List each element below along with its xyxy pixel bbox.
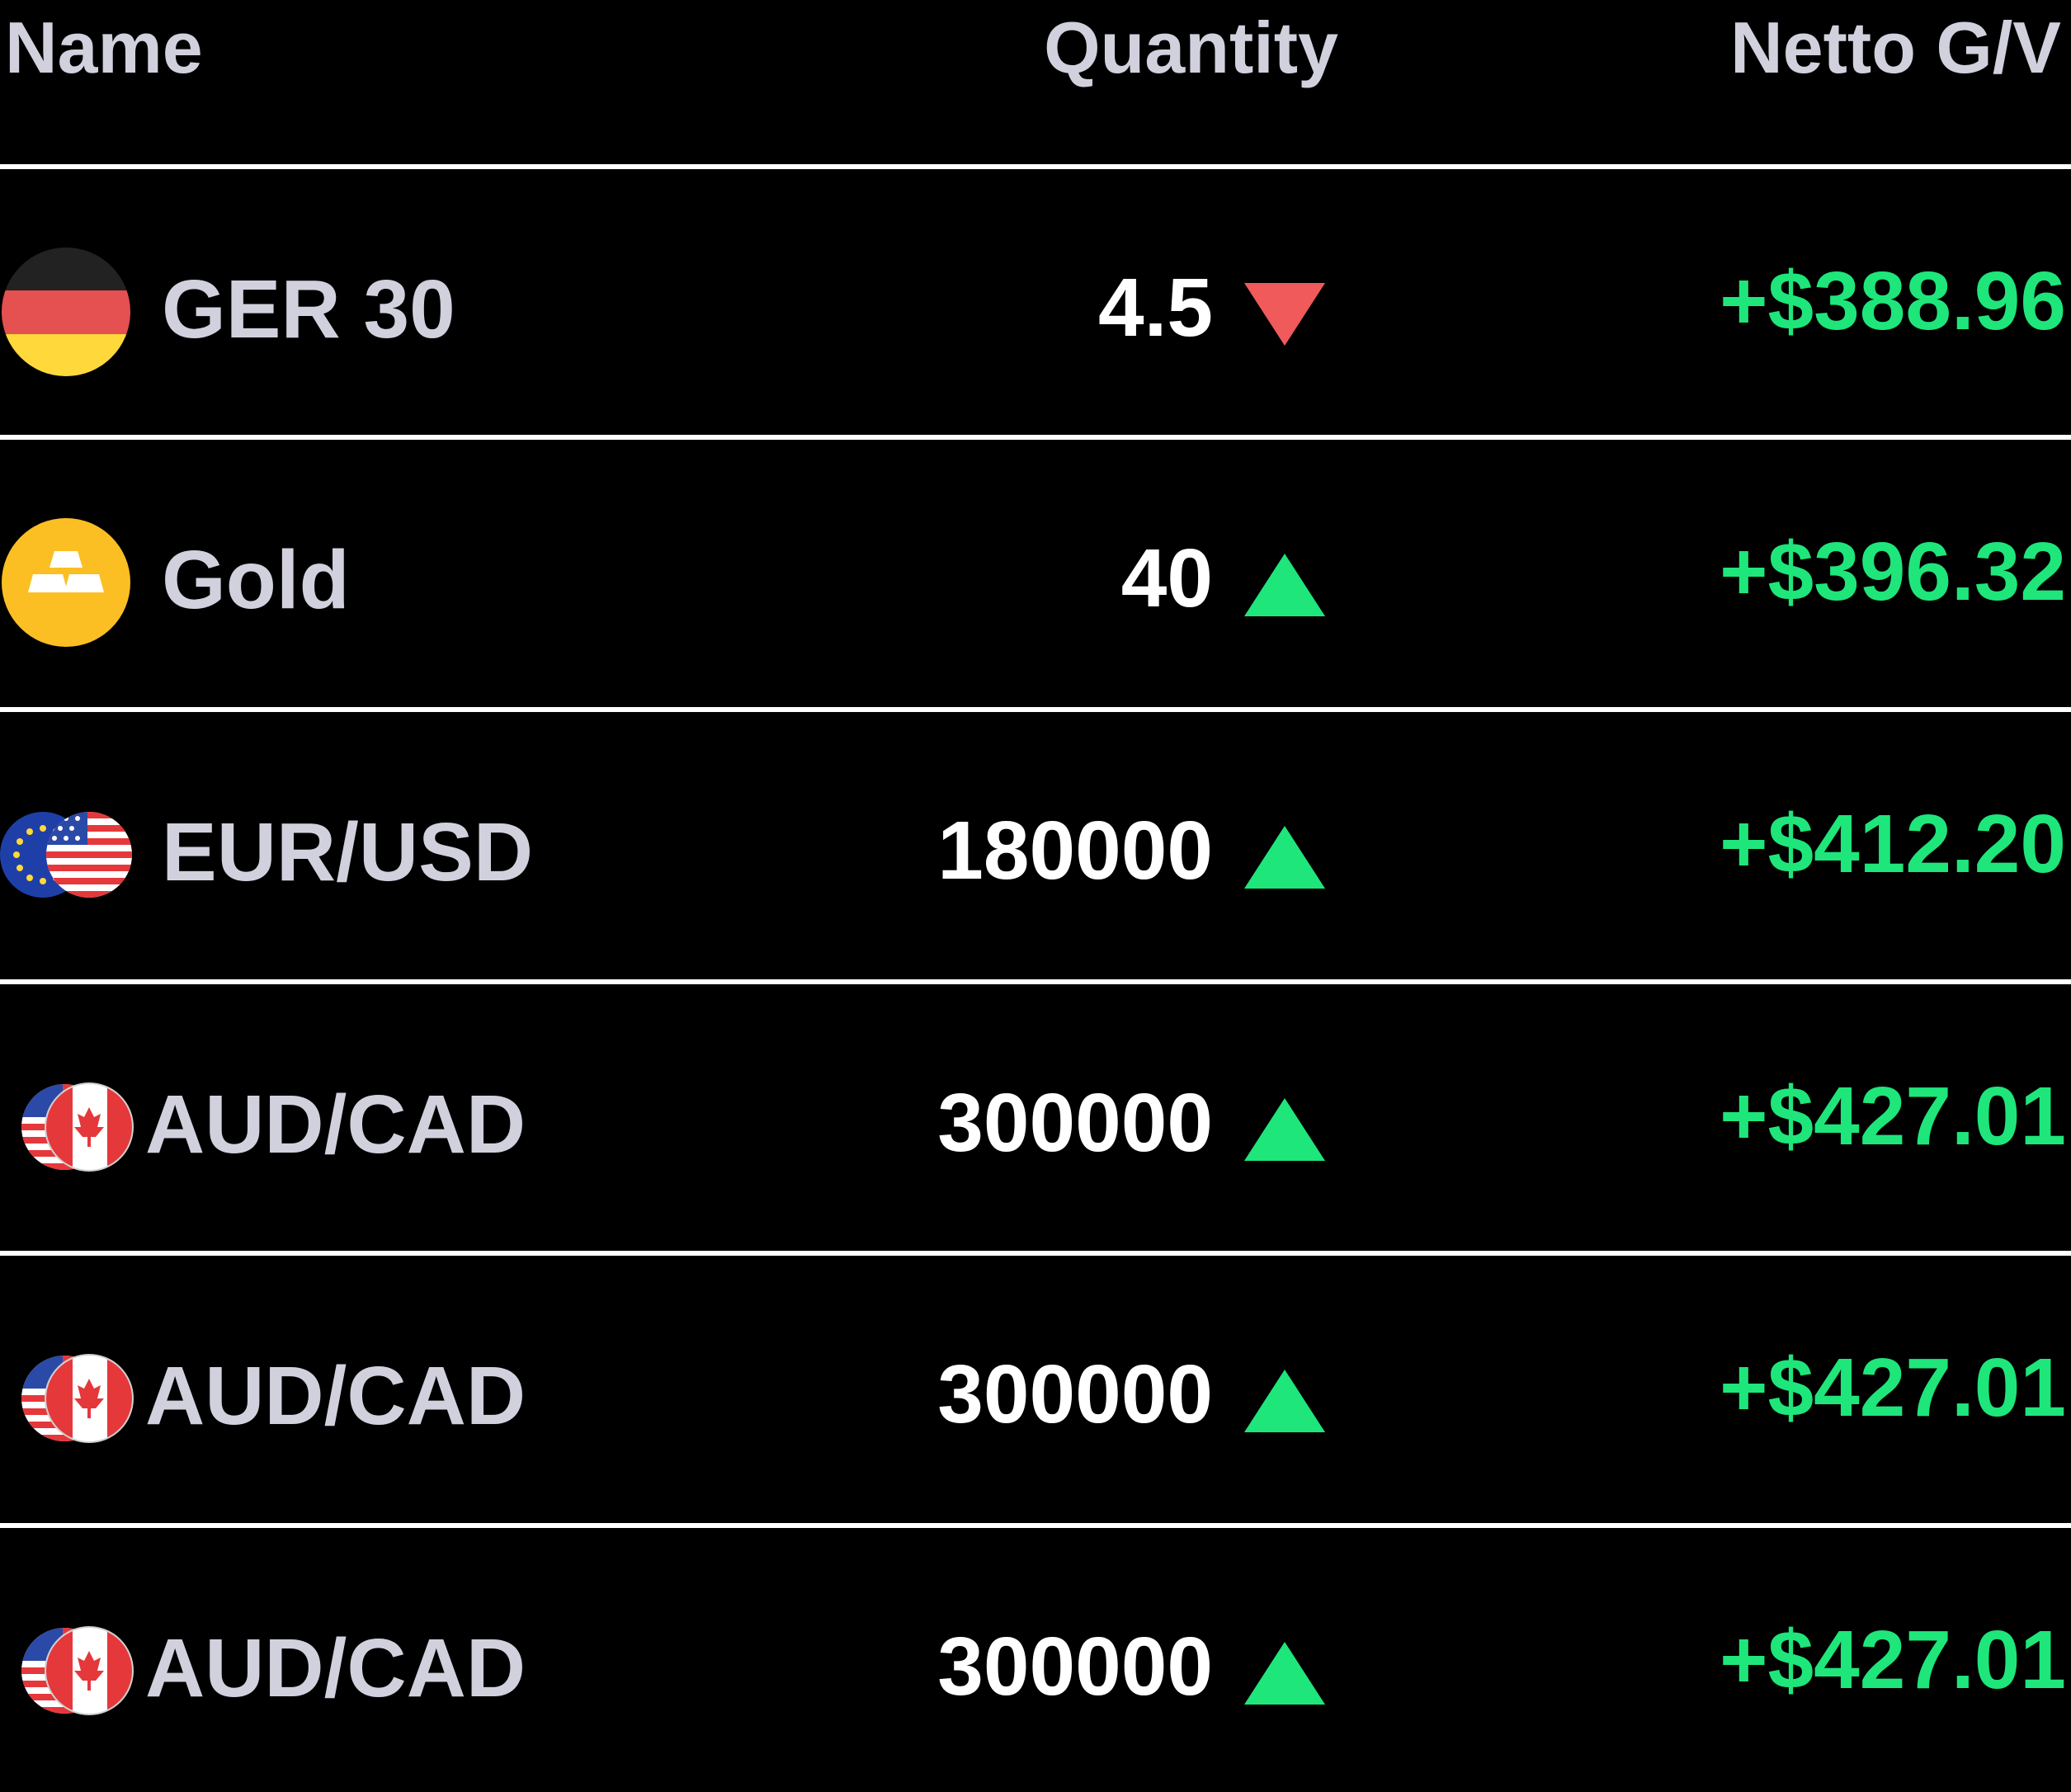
instrument-name: GER 30	[162, 263, 455, 356]
divider	[0, 435, 2071, 440]
divider	[0, 1251, 2071, 1256]
column-header-quantity[interactable]: Quantity	[1044, 7, 1338, 88]
divider	[0, 979, 2071, 984]
up-arrow-icon	[1241, 1092, 1328, 1167]
germany-flag-icon	[0, 246, 136, 378]
up-arrow-icon	[1241, 819, 1328, 895]
down-arrow-icon	[1241, 276, 1328, 352]
divider	[0, 707, 2071, 712]
quantity-value: 300000	[937, 1348, 1213, 1441]
us-canada-flags-icon	[0, 1061, 136, 1193]
table-row[interactable]: AUD/CAD 300000 +$427.01	[0, 1256, 2071, 1520]
instrument-name: AUD/CAD	[145, 1622, 526, 1714]
divider	[0, 1523, 2071, 1528]
net-pnl-value: +$427.01	[1720, 1070, 2066, 1162]
column-header-net-pnl[interactable]: Netto G/V	[1730, 7, 2061, 88]
table-row[interactable]: Gold 40 +$396.32	[0, 440, 2071, 704]
gold-bars-icon	[0, 516, 136, 648]
eu-us-flags-icon	[0, 789, 136, 921]
table-row[interactable]: EUR/USD 180000 +$412.20	[0, 712, 2071, 976]
net-pnl-value: +$388.96	[1720, 255, 2066, 347]
up-arrow-icon	[1241, 1363, 1328, 1439]
table-row[interactable]: AUD/CAD 300000 +$427.01	[0, 984, 2071, 1248]
table-row[interactable]: GER 30 4.5 +$388.96	[0, 169, 2071, 433]
up-arrow-icon	[1241, 1635, 1328, 1711]
divider	[0, 164, 2071, 169]
quantity-value: 300000	[937, 1077, 1213, 1169]
instrument-name: AUD/CAD	[145, 1350, 526, 1442]
us-canada-flags-icon	[0, 1605, 136, 1737]
column-header-name[interactable]: Name	[5, 7, 203, 88]
quantity-value: 180000	[937, 804, 1213, 897]
quantity-value: 4.5	[1097, 262, 1213, 354]
net-pnl-value: +$427.01	[1720, 1342, 2066, 1434]
up-arrow-icon	[1241, 547, 1328, 623]
instrument-name: Gold	[162, 534, 350, 626]
instrument-name: EUR/USD	[162, 806, 534, 898]
table-row[interactable]: AUD/CAD 300000 +$427.01	[0, 1528, 2071, 1792]
quantity-value: 300000	[937, 1620, 1213, 1713]
us-canada-flags-icon	[0, 1332, 136, 1464]
net-pnl-value: +$427.01	[1720, 1614, 2066, 1706]
quantity-value: 40	[1120, 532, 1213, 625]
net-pnl-value: +$396.32	[1720, 526, 2066, 618]
table-header: Name Quantity Netto G/V	[0, 0, 2071, 106]
net-pnl-value: +$412.20	[1720, 798, 2066, 890]
instrument-name: AUD/CAD	[145, 1078, 526, 1171]
